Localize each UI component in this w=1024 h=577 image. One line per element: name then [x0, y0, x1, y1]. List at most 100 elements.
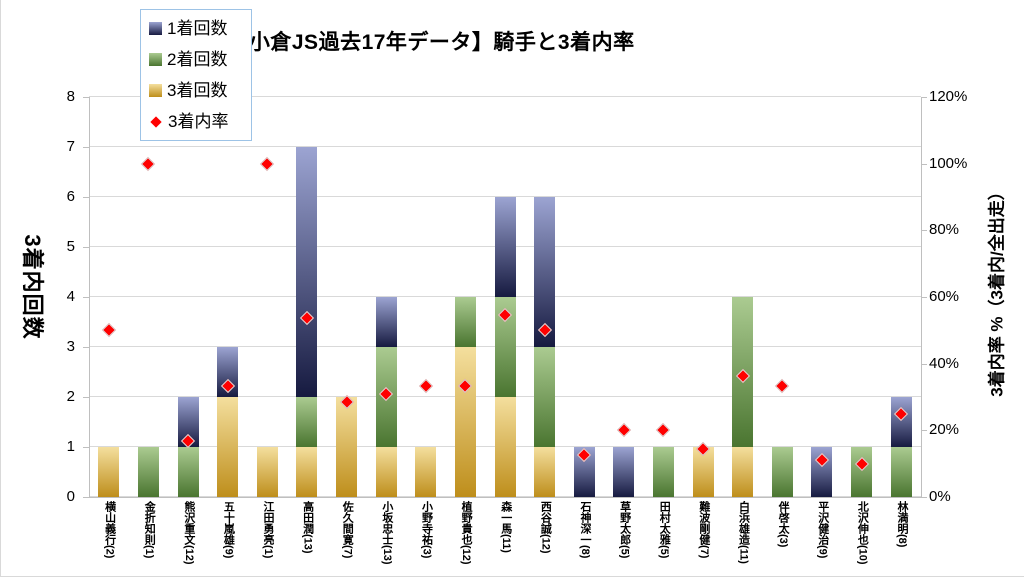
right-tick-label: 40%	[929, 354, 960, 372]
bar-segment-1着回数	[296, 147, 318, 397]
bottom-axis-line	[89, 497, 922, 498]
bar-segment-1着回数	[375, 297, 397, 347]
bar-segment-3着回数	[98, 447, 120, 497]
rate-diamond	[260, 156, 275, 171]
category-label: 小坂忠士(13)	[380, 501, 393, 565]
legend-diamond-icon	[150, 115, 162, 128]
right-axis-tick-labels: 0% 20% 40% 60% 80% 100% 120%	[929, 88, 989, 505]
left-axis-line	[89, 97, 90, 498]
bar-segment-3着回数	[217, 397, 239, 497]
category-label: 田村太雅(5)	[658, 501, 671, 559]
category-label: 森一馬(11)	[499, 501, 512, 553]
left-tick-label: 8	[66, 88, 75, 105]
gridline	[89, 96, 921, 97]
bar-segment-2着回数	[137, 447, 159, 497]
rate-diamond	[141, 156, 156, 171]
bar-segment-3着回数	[494, 397, 516, 497]
left-tick-label: 1	[66, 438, 75, 455]
rate-diamond	[775, 378, 790, 394]
legend-item: 3着回数	[149, 75, 251, 106]
category-label: 佐久間寛(7)	[341, 501, 354, 559]
left-axis-tick-labels: 0 1 2 3 4 5 6 7 8	[1, 88, 75, 505]
left-tick-mark	[83, 247, 89, 248]
bar-segment-2着回数	[890, 447, 912, 497]
legend-label: 1着回数	[167, 19, 228, 38]
category-label: 高田潤(13)	[301, 501, 314, 554]
rate-diamond	[616, 423, 631, 438]
left-tick-mark	[83, 397, 89, 398]
right-tick-mark	[921, 297, 927, 298]
category-label: 北沢伸也(10)	[856, 501, 869, 565]
right-tick-mark	[921, 230, 927, 232]
right-tick-label: 80%	[929, 221, 960, 239]
left-tick-mark	[83, 347, 89, 348]
bar-segment-2着回数	[771, 447, 793, 497]
legend-swatch-3着回数	[149, 84, 162, 97]
right-tick-mark	[921, 97, 927, 98]
right-tick-mark	[921, 430, 927, 432]
bar-segment-2着回数	[454, 297, 476, 347]
bar-segment-2着回数	[296, 397, 318, 447]
category-label: 白浜雄造(11)	[737, 501, 750, 564]
left-tick-label: 5	[66, 238, 75, 255]
rate-diamond	[101, 323, 116, 338]
right-tick-mark	[921, 163, 927, 165]
rate-diamond	[418, 378, 433, 394]
category-label: 横山義行(2)	[103, 501, 116, 559]
category-label: 江田勇亮(1)	[262, 501, 275, 559]
bar-segment-3着回数	[692, 447, 714, 497]
bar-segment-2着回数	[652, 447, 674, 497]
bar-segment-1着回数	[613, 447, 635, 497]
chart-title: 【小倉JS過去17年データ】騎手と3着内率	[227, 31, 635, 54]
category-axis-labels: 横山義行(2) 金折知則(1) 熊沢重文(12) 五十嵐雄(9) 江田勇亮(1) 高田潤(…	[89, 501, 921, 576]
category-label: 植野貴也(12)	[460, 501, 473, 565]
left-tick-label: 6	[66, 188, 75, 205]
right-tick-mark	[921, 363, 927, 365]
category-label: 草野太郎(5)	[618, 501, 631, 559]
bar-segment-3着回数	[256, 447, 278, 497]
rate-diamond	[656, 423, 671, 438]
legend-item: 2着回数	[149, 44, 251, 75]
left-tick-label: 0	[66, 488, 75, 505]
legend-item: 3着内率	[149, 106, 251, 137]
bar-segment-3着回数	[336, 397, 358, 497]
category-label: 小野寺祐(3)	[420, 501, 433, 559]
right-tick-label: 20%	[929, 421, 960, 439]
bar-segment-2着回数	[534, 347, 556, 447]
left-tick-mark	[83, 97, 89, 98]
left-tick-mark	[83, 447, 89, 448]
right-tick-label: 100%	[929, 154, 968, 172]
bar-segment-3着回数	[454, 347, 476, 497]
legend-label: 3着内率	[168, 112, 229, 131]
left-tick-mark	[83, 147, 89, 148]
bar-segment-3着回数	[732, 447, 754, 497]
category-label: 石神深一(8)	[579, 501, 592, 559]
category-label: 伴啓太(3)	[777, 501, 790, 548]
left-tick-mark	[83, 497, 89, 498]
bar-segment-2着回数	[494, 297, 516, 397]
bar-segment-1着回数	[890, 397, 912, 447]
legend-swatch-1着回数	[149, 22, 162, 35]
right-tick-label: 60%	[929, 288, 960, 305]
legend-swatch-2着回数	[149, 53, 162, 66]
right-tick-label: 0%	[929, 488, 951, 505]
left-tick-label: 4	[66, 288, 75, 305]
bar-segment-1着回数	[573, 447, 595, 497]
category-label: 金折知則(1)	[143, 501, 156, 559]
legend-label: 3着回数	[167, 81, 228, 100]
bar-segment-1着回数	[177, 397, 199, 447]
left-tick-label: 2	[66, 388, 75, 405]
bar-segment-3着回数	[415, 447, 437, 497]
left-tick-mark	[83, 297, 89, 298]
bar-segment-3着回数	[375, 447, 397, 497]
category-label: 難波剛健(7)	[697, 501, 710, 559]
right-tick-mark	[921, 497, 927, 498]
bar-segment-2着回数	[851, 447, 873, 497]
legend-item: 1着回数	[149, 13, 251, 44]
bar-segment-1着回数	[494, 197, 516, 297]
category-label: 平沢健治(9)	[816, 501, 829, 559]
category-label: 西谷誠(12)	[539, 501, 552, 554]
left-tick-label: 7	[66, 138, 75, 155]
category-label: 五十嵐雄(9)	[222, 501, 235, 559]
